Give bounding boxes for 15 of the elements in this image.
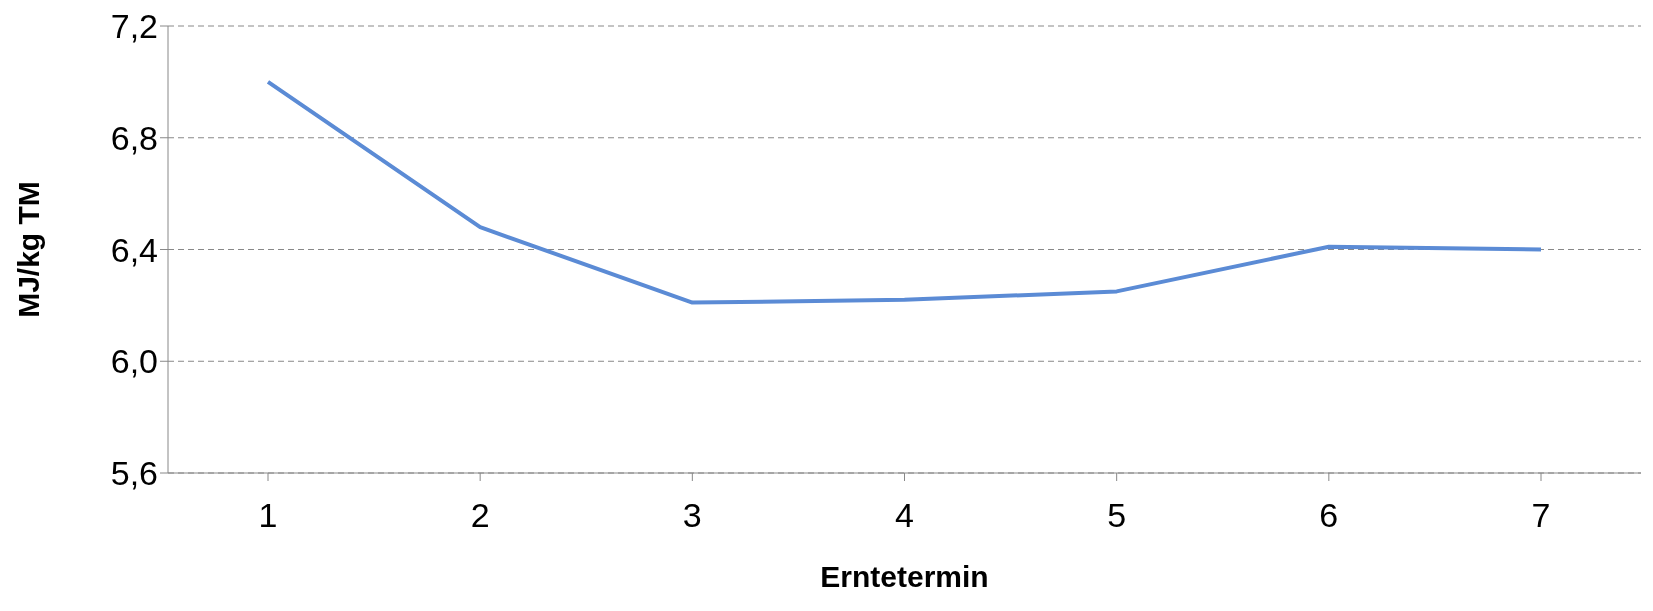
y-axis-title: MJ/kg TM	[11, 181, 45, 318]
x-axis-title: Erntetermin	[820, 560, 989, 593]
y-tick-label: 5,6	[110, 454, 158, 493]
x-tick-label: 3	[682, 496, 702, 535]
y-tick-label: 6,4	[110, 230, 158, 269]
x-tick-label: 4	[895, 496, 914, 535]
x-tick-label: 7	[1531, 496, 1551, 535]
y-tick-label: 6,8	[110, 118, 158, 157]
x-tick-label: 5	[1107, 496, 1127, 535]
y-tick-label: 6,0	[110, 342, 158, 381]
x-tick-label: 2	[470, 496, 490, 535]
x-tick-label: 1	[258, 496, 278, 535]
x-tick-label: 6	[1319, 496, 1339, 535]
y-tick-label: 7,2	[110, 7, 158, 46]
line-series	[266, 79, 1543, 305]
